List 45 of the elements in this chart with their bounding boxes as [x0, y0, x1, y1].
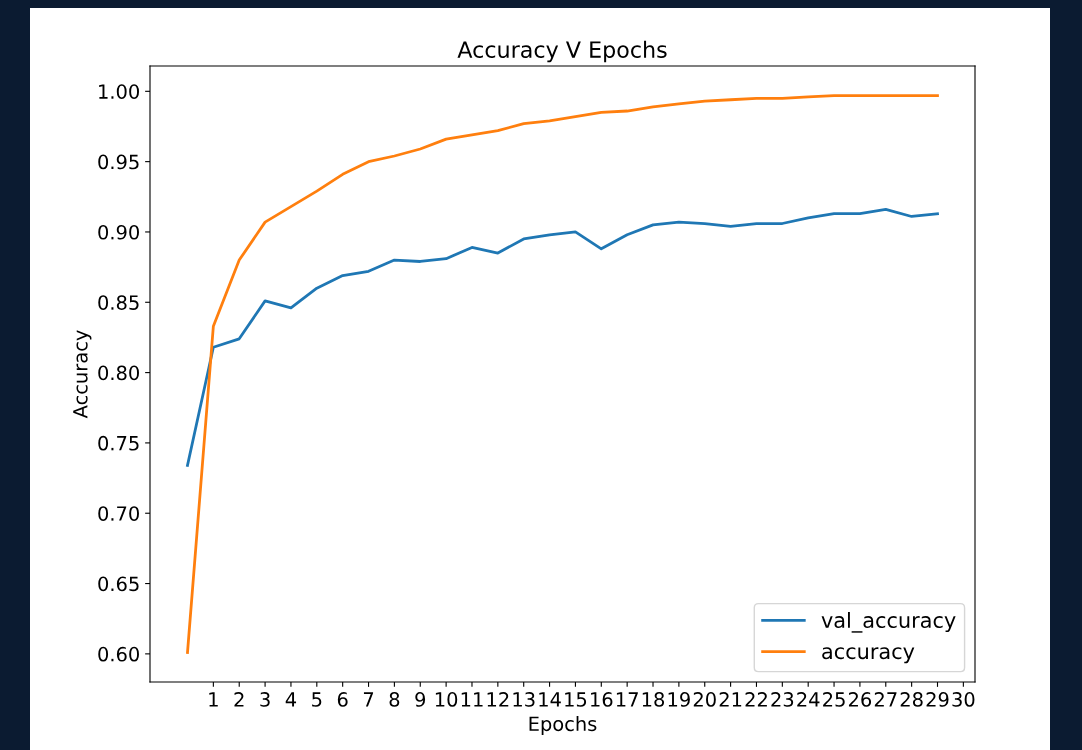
x-axis-title: Epochs: [529, 716, 597, 735]
chart-title: Accuracy V Epochs: [457, 40, 667, 63]
x-tick-label: 14: [539, 692, 561, 707]
legend-label: val_accuracy: [821, 611, 956, 633]
x-tick-label: 16: [591, 692, 613, 707]
x-tick-label: 8: [389, 692, 400, 707]
x-tick-label: 10: [435, 692, 458, 707]
line-series: [186, 208, 939, 467]
x-tick-label: 5: [312, 692, 322, 707]
y-axis-title: Accuracy: [73, 330, 92, 419]
x-tick-label: 9: [415, 692, 426, 707]
legend-label: accuracy: [822, 647, 915, 664]
x-tick-label: 1: [209, 692, 218, 707]
x-tick-label: 7: [363, 692, 374, 707]
x-tick-label: 12: [487, 692, 509, 707]
x-tick-label: 29: [926, 692, 949, 707]
y-tick-label: 0.80: [98, 365, 139, 381]
y-tick-label: 0.60: [98, 646, 139, 662]
x-tick-label: 19: [668, 692, 690, 707]
x-tick-label: 18: [642, 692, 665, 707]
x-tick-label: 23: [771, 692, 794, 707]
x-tick-label: 20: [693, 692, 716, 707]
x-tick-label: 25: [823, 692, 845, 707]
x-tick-label: 13: [513, 692, 535, 707]
x-tick-label: 17: [616, 692, 638, 707]
x-tick-label: 2: [234, 692, 244, 707]
y-tick-label: 0.75: [98, 435, 139, 451]
x-tick-label: 3: [260, 692, 270, 707]
y-tick-label: 0.65: [98, 576, 139, 592]
y-tick-label: 1.00: [99, 84, 139, 99]
x-tick-label: 11: [461, 692, 483, 707]
x-tick-label: 24: [797, 692, 820, 707]
y-tick-label: 0.85: [98, 295, 139, 310]
x-tick-label: 22: [745, 692, 767, 707]
y-tick-label: 0.90: [98, 224, 139, 240]
y-tick-label: 0.70: [98, 506, 139, 521]
y-tick-label: 0.95: [98, 154, 139, 170]
x-tick-label: 27: [874, 692, 897, 707]
x-tick-label: 4: [285, 692, 297, 707]
x-tick-label: 21: [719, 692, 742, 707]
x-tick-label: 15: [565, 692, 587, 707]
x-tick-label: 28: [900, 692, 923, 707]
x-tick-label: 26: [848, 692, 872, 707]
x-tick-label: 30: [952, 692, 975, 707]
x-tick-label: 6: [337, 692, 348, 707]
